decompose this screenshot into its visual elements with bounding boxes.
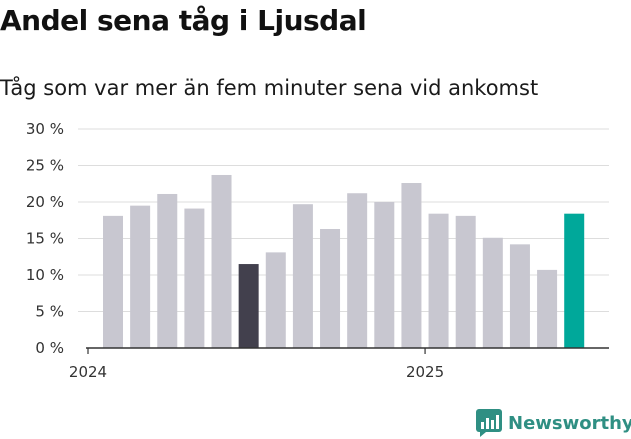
bar <box>374 202 395 348</box>
bar <box>455 215 476 348</box>
bar <box>292 204 313 348</box>
bar <box>184 208 205 348</box>
bar <box>211 174 232 348</box>
y-tick-label: 15 % <box>26 230 64 248</box>
y-tick-label: 0 % <box>35 339 64 357</box>
y-tick-label: 20 % <box>26 193 64 211</box>
brand-logo: Newsworthy <box>476 408 631 438</box>
bar <box>157 193 178 348</box>
x-tick-label: 2024 <box>69 363 107 381</box>
bar <box>564 213 585 348</box>
newsworthy-logo-icon <box>476 409 502 437</box>
y-tick-label: 25 % <box>26 157 64 175</box>
bar-chart: 0 % 5 % 10 % 15 % 20 % 25 % 30 % 2024 2025 <box>26 120 609 381</box>
bar <box>428 213 449 348</box>
bar <box>320 229 341 348</box>
bar <box>265 252 286 348</box>
bar <box>509 244 530 348</box>
y-tick-label: 10 % <box>26 266 64 284</box>
y-tick-label: 5 % <box>35 303 64 321</box>
y-tick-label: 30 % <box>26 120 64 138</box>
x-tick-label: 2025 <box>406 363 444 381</box>
brand-name: Newsworthy <box>508 412 631 434</box>
bar <box>347 193 368 348</box>
bar <box>238 264 259 348</box>
bar <box>130 205 151 348</box>
bar <box>537 269 558 348</box>
bar <box>401 183 422 348</box>
chart-subtitle: Tåg som var mer än fem minuter sena vid … <box>0 76 539 100</box>
bar <box>103 215 123 348</box>
bar <box>482 237 503 348</box>
chart-title: Andel sena tåg i Ljusdal <box>0 4 367 37</box>
